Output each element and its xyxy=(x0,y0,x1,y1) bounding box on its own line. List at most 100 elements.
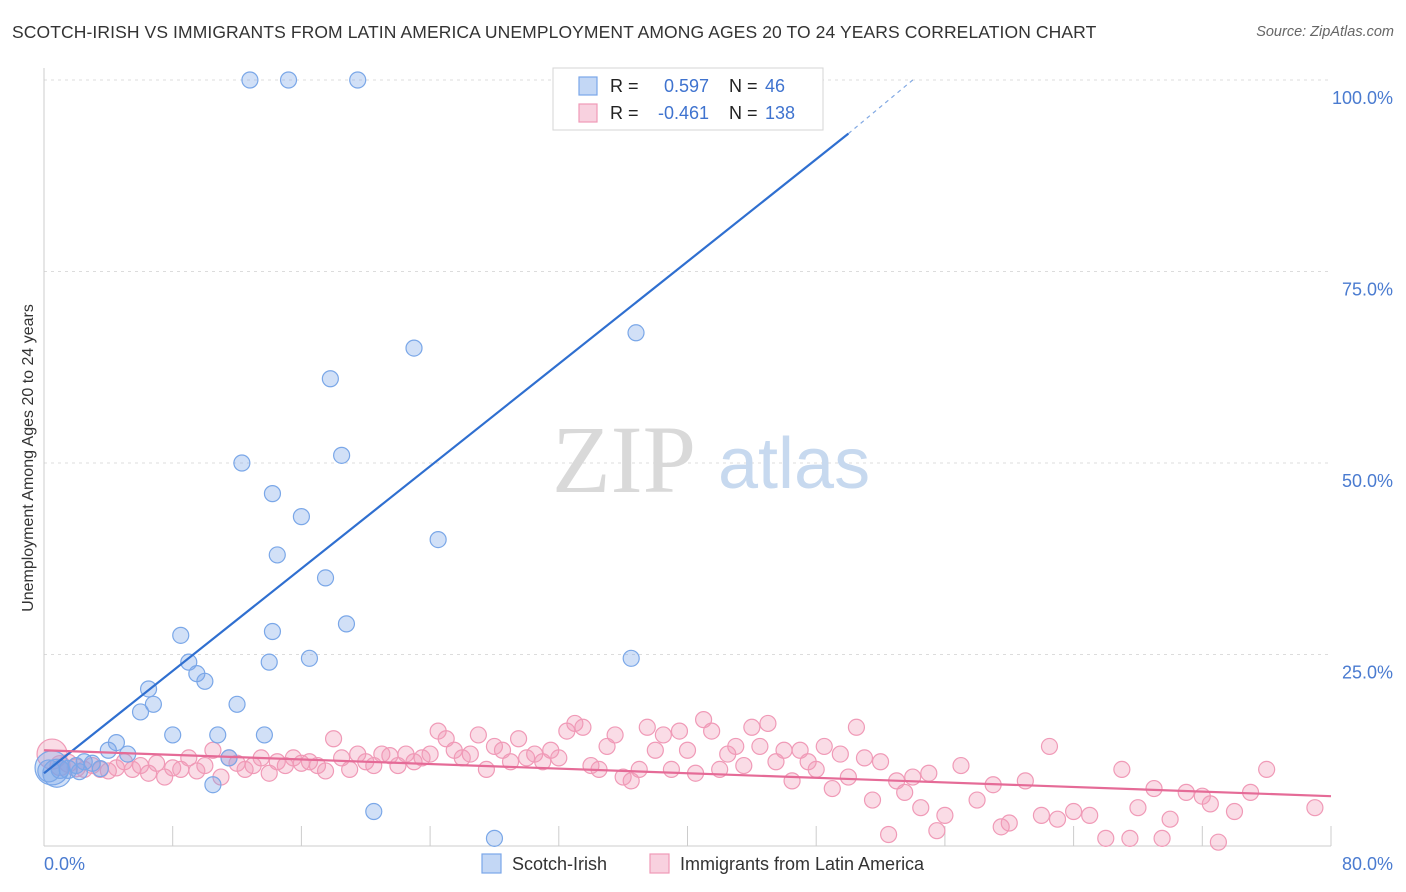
bottom-legend-swatch-0 xyxy=(481,853,502,874)
legend-stats-frame xyxy=(552,67,824,131)
latin-america-point xyxy=(1121,829,1139,847)
latin-america-point xyxy=(1097,829,1115,847)
latin-america-point xyxy=(646,741,664,759)
latin-america-point xyxy=(823,779,841,798)
latin-america-point xyxy=(180,749,198,767)
y-tick-label-1: 50.0% xyxy=(1342,471,1393,491)
latin-america-point xyxy=(509,730,528,748)
legend-r-label-1: R = xyxy=(610,103,639,123)
scotch-irish-point xyxy=(70,763,88,781)
latin-america-point xyxy=(751,737,769,756)
trend-lines xyxy=(43,79,1332,798)
latin-america-point xyxy=(912,799,930,817)
scotch-irish-point xyxy=(405,339,423,357)
latin-america-point xyxy=(727,737,745,756)
scotch-irish-point xyxy=(321,370,339,388)
latin-america-point xyxy=(968,791,986,809)
latin-america-point xyxy=(1209,833,1227,851)
latin-america-point xyxy=(518,749,536,767)
scotch-irish-point xyxy=(131,703,150,721)
latin-america-point xyxy=(614,768,632,786)
latin-america-point xyxy=(807,760,825,779)
scotch-irish-point xyxy=(164,726,182,744)
legend-swatch-1 xyxy=(578,103,598,123)
scotch-irish-point xyxy=(292,508,310,526)
bottom-legend-swatch-1 xyxy=(649,853,670,874)
latin-america-trend-line xyxy=(43,749,1332,798)
latin-america-point xyxy=(855,749,874,767)
latin-america-point xyxy=(703,722,721,740)
scotch-irish-point xyxy=(260,653,278,671)
latin-america-point xyxy=(1145,779,1163,798)
latin-america-point xyxy=(839,768,857,786)
legend-swatch-0 xyxy=(578,76,598,96)
latin-america-point xyxy=(1113,760,1131,779)
latin-america-point xyxy=(638,718,656,736)
legend-stats-box: R = 0.597 N = 46 R = -0.461 N = 138 xyxy=(552,67,824,131)
latin-america-point xyxy=(678,741,697,759)
latin-america-point xyxy=(879,825,898,844)
legend-r-value-0: 0.597 xyxy=(664,76,709,96)
scotch-irish-point xyxy=(255,726,273,744)
latin-america-point xyxy=(630,760,648,779)
bottom-legend: Scotch-Irish Immigrants from Latin Americ… xyxy=(481,853,925,874)
chart-title: SCOTCH-IRISH VS IMMIGRANTS FROM LATIN AM… xyxy=(12,22,1097,42)
legend-r-value-1: -0.461 xyxy=(658,103,709,123)
x-tick-labels: 0.0% 80.0% xyxy=(44,854,1393,874)
latin-america-point xyxy=(743,718,761,736)
latin-america-point xyxy=(863,791,882,809)
latin-america-point xyxy=(992,818,1010,836)
scotch-irish-point xyxy=(209,726,227,744)
scotch-irish-point xyxy=(233,454,251,472)
latin-america-point xyxy=(936,806,954,824)
latin-america-point xyxy=(735,756,753,775)
scotch-irish-point xyxy=(42,758,72,788)
watermark-zip: ZIP xyxy=(552,406,696,513)
scotch-irish-point xyxy=(228,695,246,713)
latin-america-point xyxy=(421,745,439,763)
latin-america-point xyxy=(1225,802,1244,821)
latin-america-point xyxy=(662,760,681,779)
latin-america-point xyxy=(1153,829,1171,847)
latin-america-point xyxy=(1129,799,1147,817)
y-tick-label-3: 100.0% xyxy=(1332,88,1393,108)
scotch-irish-point xyxy=(622,649,640,667)
legend-n-label-1: N = xyxy=(729,103,758,123)
latin-america-point xyxy=(831,745,849,763)
latin-america-point xyxy=(341,760,359,779)
latin-america-point xyxy=(485,737,504,756)
scotch-irish-point xyxy=(316,569,335,587)
scotch-irish-point xyxy=(144,695,162,713)
grid-lines xyxy=(44,79,1331,655)
scotch-irish-point xyxy=(627,324,645,342)
latin-america-point xyxy=(413,749,431,767)
latin-america-point xyxy=(566,714,584,733)
scotch-irish-point xyxy=(365,802,383,821)
scotch-irish-point xyxy=(263,622,282,641)
source-credit: Source: ZipAtlas.com xyxy=(1256,24,1394,40)
latin-america-point xyxy=(1258,760,1276,779)
latin-america-point xyxy=(904,768,922,786)
latin-america-point xyxy=(461,745,479,763)
latin-america-point xyxy=(654,726,672,744)
latin-america-point xyxy=(123,760,142,779)
latin-america-point xyxy=(928,822,946,840)
x-tick-label-1: 80.0% xyxy=(1342,854,1393,874)
latin-america-point xyxy=(236,760,254,779)
latin-america-point xyxy=(1177,783,1195,801)
scotch-irish-point xyxy=(263,485,282,503)
y-axis-label: Unemployment Among Ages 20 to 24 years xyxy=(20,304,37,612)
latin-america-point xyxy=(1032,806,1051,824)
scotch-irish-point xyxy=(107,733,125,752)
legend-r-label-0: R = xyxy=(610,76,639,96)
latin-america-point xyxy=(670,722,689,740)
latin-america-point xyxy=(1201,795,1219,813)
scotch-irish-trend-line xyxy=(43,132,850,775)
latin-america-point xyxy=(1306,799,1324,817)
latin-america-point xyxy=(847,718,866,736)
scotch-irish-point xyxy=(50,759,70,780)
latin-america-point xyxy=(871,753,890,771)
latin-america-point xyxy=(196,756,214,775)
y-tick-label-0: 25.0% xyxy=(1342,663,1393,683)
